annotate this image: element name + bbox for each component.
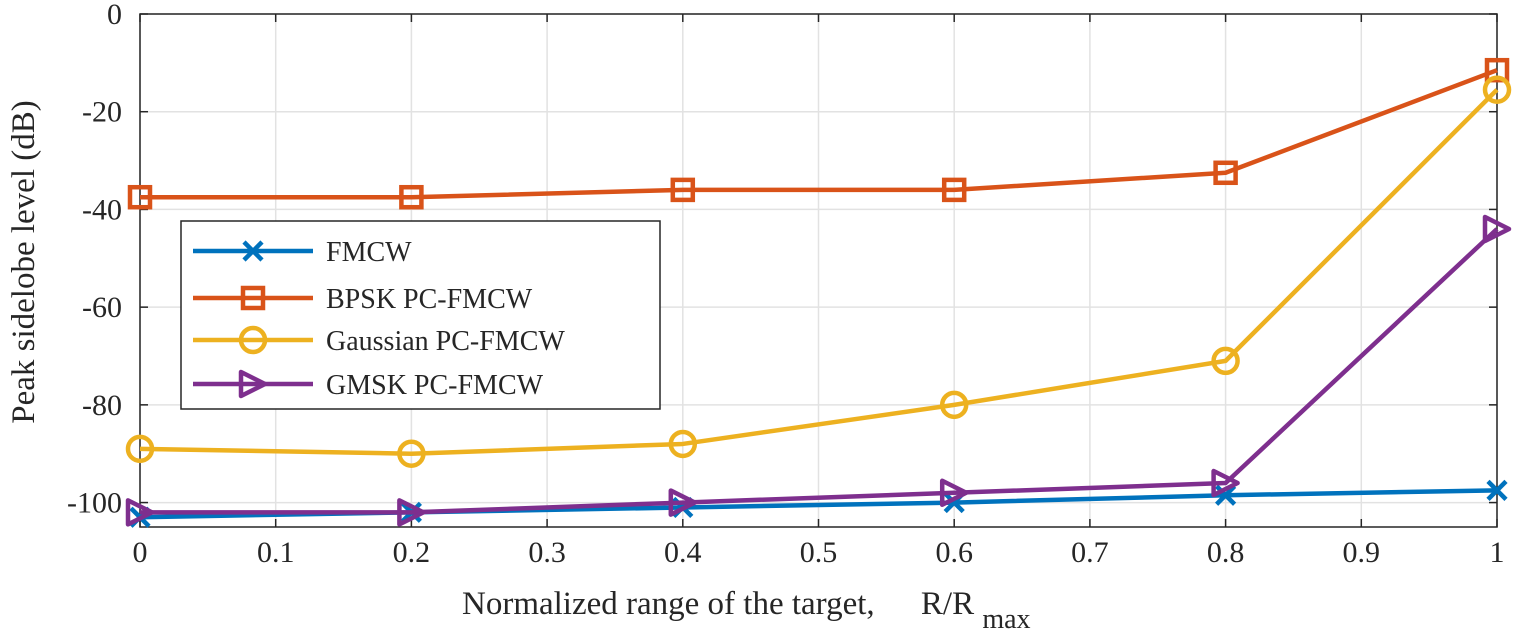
x-axis-label-text: Normalized range of the target, bbox=[462, 586, 875, 622]
data-point bbox=[1215, 484, 1237, 506]
marker-shape bbox=[668, 429, 698, 459]
series-gaussian-pc-fmcw bbox=[125, 75, 1512, 468]
y-tick-label: -80 bbox=[82, 389, 122, 422]
data-point bbox=[670, 177, 696, 203]
x-tick-label: 0.9 bbox=[1343, 536, 1381, 569]
marker-shape bbox=[939, 478, 969, 508]
legend-marker bbox=[238, 325, 268, 355]
legend-item-fmcw: FMCW bbox=[193, 237, 412, 268]
marker-shape bbox=[1213, 160, 1238, 186]
legend-item-bpsk-pc-fmcw: BPSK PC-FMCW bbox=[193, 284, 533, 315]
data-point bbox=[1211, 468, 1240, 498]
x-tick-label: 0.8 bbox=[1207, 536, 1245, 569]
x-tick-label: 0.5 bbox=[800, 536, 838, 569]
marker-shape bbox=[1211, 346, 1240, 376]
marker-shape bbox=[397, 498, 426, 527]
marker-shape bbox=[939, 390, 969, 420]
marker-shape bbox=[125, 498, 155, 527]
legend-label: GMSK PC-FMCW bbox=[326, 370, 544, 401]
marker-shape bbox=[1211, 468, 1240, 498]
marker-stroke bbox=[1486, 479, 1508, 501]
data-point bbox=[668, 429, 698, 459]
y-axis-label: Peak sidelobe level (dB) bbox=[6, 100, 42, 424]
data-point bbox=[939, 390, 969, 420]
marker-shape bbox=[127, 184, 153, 210]
y-axis: 0 -20 -40 -60 -80 -100 bbox=[67, 0, 1497, 520]
series-layer bbox=[125, 57, 1512, 528]
legend-item-gaussian-pc-fmcw: Gaussian PC-FMCW bbox=[193, 325, 565, 357]
legend-marker bbox=[238, 369, 268, 399]
x-tick-label: 0.4 bbox=[664, 536, 702, 569]
marker-shape bbox=[397, 439, 426, 468]
y-tick-label: -60 bbox=[82, 291, 122, 324]
marker-shape bbox=[1484, 57, 1510, 83]
series-gmsk-pc-fmcw bbox=[125, 214, 1512, 527]
y-tick-label: -40 bbox=[82, 193, 122, 226]
data-point bbox=[939, 478, 969, 508]
data-point bbox=[125, 498, 155, 527]
marker-shape bbox=[670, 177, 696, 203]
x-axis-label: Normalized range of the target, R/R max bbox=[462, 586, 1031, 635]
data-point bbox=[125, 434, 155, 464]
y-tick-label: -20 bbox=[82, 96, 122, 129]
data-point bbox=[1213, 160, 1238, 186]
marker-shape bbox=[240, 285, 266, 311]
data-point bbox=[941, 177, 967, 203]
data-point bbox=[1486, 479, 1508, 501]
legend-marker bbox=[242, 240, 264, 262]
marker-shape bbox=[125, 434, 155, 464]
x-axis-label-math: R/R bbox=[921, 586, 974, 622]
data-point bbox=[1211, 346, 1240, 376]
data-point bbox=[1482, 214, 1512, 244]
x-tick-label: 0.7 bbox=[1071, 536, 1109, 569]
legend-marker bbox=[240, 285, 266, 311]
series-line bbox=[140, 68, 1498, 200]
data-point bbox=[399, 184, 424, 210]
data-point bbox=[397, 498, 426, 527]
marker-shape bbox=[1482, 75, 1512, 104]
x-axis: 0 0.1 0.2 0.3 0.4 0.5 0.6 0.7 0.8 0.9 1 bbox=[133, 14, 1505, 569]
x-tick-label: 0 bbox=[133, 536, 148, 569]
x-axis-label-subscript: max bbox=[982, 604, 1030, 635]
x-tick-label: 0.2 bbox=[393, 536, 431, 569]
x-tick-label: 0.6 bbox=[935, 536, 973, 569]
legend: FMCW BPSK PC-FMCW Gaussian PC-FMCW GMSK PC-… bbox=[180, 220, 661, 410]
marker-shape bbox=[1482, 214, 1512, 244]
series-line bbox=[140, 227, 1499, 515]
data-point bbox=[127, 184, 153, 210]
marker-stroke bbox=[242, 240, 264, 262]
legend-label: BPSK PC-FMCW bbox=[326, 284, 533, 315]
marker-shape bbox=[668, 488, 698, 517]
marker-shape bbox=[399, 184, 424, 210]
x-tick-label: 0.1 bbox=[257, 536, 295, 569]
legend-item-gmsk-pc-fmcw: GMSK PC-FMCW bbox=[193, 369, 544, 401]
marker-shape bbox=[238, 369, 268, 399]
marker-stroke bbox=[1215, 484, 1237, 506]
x-tick-label: 1 bbox=[1490, 536, 1505, 569]
legend-label: Gaussian PC-FMCW bbox=[326, 326, 565, 357]
data-point bbox=[1484, 57, 1510, 83]
x-tick-label: 0.3 bbox=[528, 536, 566, 569]
data-point bbox=[668, 488, 698, 517]
y-tick-label: -100 bbox=[67, 487, 122, 520]
marker-shape bbox=[238, 325, 268, 355]
y-tick-label: 0 bbox=[107, 0, 122, 31]
data-point bbox=[397, 439, 426, 468]
data-point bbox=[1482, 75, 1512, 104]
legend-label: FMCW bbox=[326, 237, 412, 268]
series-line bbox=[139, 88, 1499, 456]
series-bpsk-pc-fmcw bbox=[127, 57, 1510, 210]
marker-shape bbox=[941, 177, 967, 203]
